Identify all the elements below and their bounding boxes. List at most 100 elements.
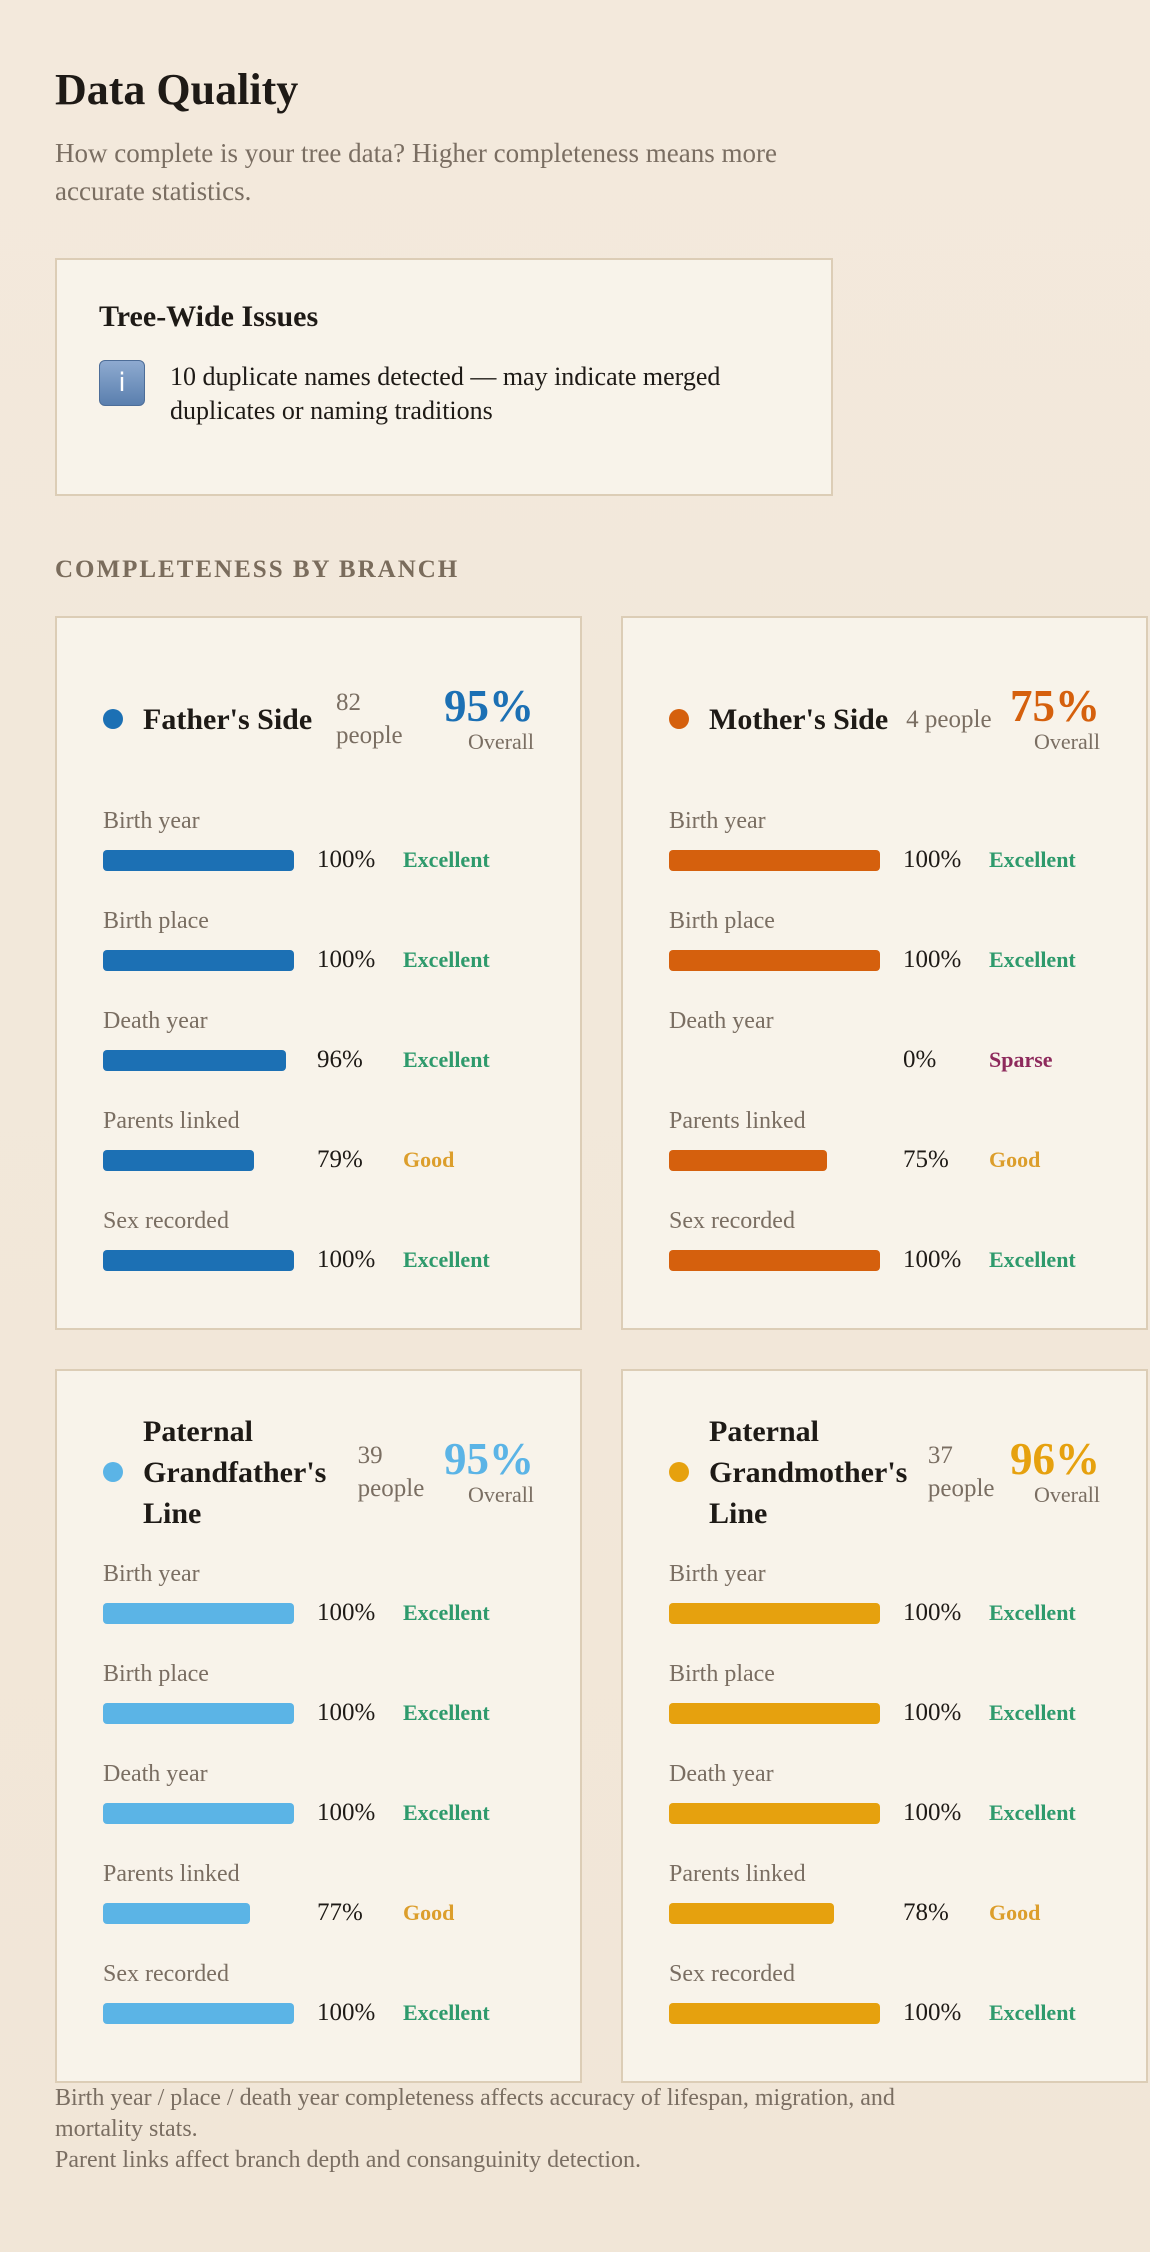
overall: 95% Overall (444, 683, 534, 755)
percent-label: 100% (903, 1246, 962, 1273)
branch-card: Paternal Grandmother's Line 37 people 96% O… (621, 1369, 1148, 2083)
branch-dot (103, 1462, 123, 1482)
completeness-bar (103, 2002, 294, 2024)
field-row: Death year 100% Excellent (669, 1759, 1100, 1831)
bar-track (669, 849, 880, 871)
bar-track (669, 2002, 880, 2024)
bar-track (103, 1802, 294, 1824)
bar-track (103, 1902, 294, 1924)
status-label: Good (989, 1900, 1041, 1925)
overall-percent: 96% (1010, 1434, 1100, 1484)
people-count: 82 people (336, 689, 403, 749)
field-row: Birth place 100% Excellent (103, 1659, 534, 1731)
bar-track (103, 949, 294, 971)
field-label: Sex recorded (103, 1961, 229, 1987)
field-label: Birth place (669, 908, 775, 934)
status-label: Excellent (403, 947, 490, 972)
percent-label: 100% (317, 946, 376, 973)
completeness-bar (103, 849, 294, 871)
branch-card: Father's Side 82 people 95% Overall Birth ye… (55, 616, 582, 1330)
info-icon: i (99, 360, 145, 406)
percent-label: 100% (317, 1799, 376, 1826)
completeness-bar (669, 1249, 880, 1271)
bar-track (103, 1602, 294, 1624)
percent-label: 78% (903, 1899, 949, 1926)
field-label: Birth year (103, 1561, 200, 1587)
completeness-bar (103, 1602, 294, 1624)
overall-percent: 95% (444, 681, 534, 731)
completeness-bar (669, 849, 880, 871)
overall: 95% Overall (444, 1436, 534, 1508)
issues-title: Tree-Wide Issues (99, 300, 319, 333)
branch-name: Father's Side (143, 702, 313, 736)
field-label: Death year (103, 1761, 208, 1787)
field-bar-row: 100% Excellent (103, 1995, 534, 2031)
overall: 96% Overall (1010, 1436, 1100, 1508)
branch-dot (103, 709, 123, 729)
completeness-bar (103, 1902, 251, 1924)
field-label: Parents linked (103, 1108, 240, 1134)
percent-label: 0% (903, 1046, 937, 1073)
field-bar-row: 100% Excellent (103, 1695, 534, 1731)
branch-name: Paternal Grandfather's Line (143, 1414, 327, 1530)
percent-label: 100% (903, 846, 962, 873)
completeness-bar (669, 1802, 880, 1824)
percent-label: 100% (317, 846, 376, 873)
field-row: Birth place 100% Excellent (669, 1659, 1100, 1731)
field-bar-row: 0% Sparse (669, 1042, 1100, 1078)
bar-track (103, 1149, 294, 1171)
field-label: Sex recorded (669, 1961, 795, 1987)
field-row: Parents linked 75% Good (669, 1106, 1100, 1178)
status-label: Excellent (403, 1800, 490, 1825)
completeness-bar (103, 1249, 294, 1271)
field-bar-row: 77% Good (103, 1895, 534, 1931)
field-row: Parents linked 78% Good (669, 1859, 1100, 1931)
branch-dot (669, 1462, 689, 1482)
field-bar-row: 100% Excellent (669, 1595, 1100, 1631)
percent-label: 100% (317, 1999, 376, 2026)
page-subtitle: How complete is your tree data? Higher c… (55, 138, 777, 206)
field-label: Birth year (669, 1561, 766, 1587)
field-label: Birth year (103, 808, 200, 834)
field-bar-row: 100% Excellent (669, 1795, 1100, 1831)
field-row: Birth place 100% Excellent (103, 906, 534, 978)
status-label: Excellent (403, 1247, 490, 1272)
field-row: Birth place 100% Excellent (669, 906, 1100, 978)
field-row: Birth year 100% Excellent (669, 1559, 1100, 1631)
field-label: Parents linked (103, 1861, 240, 1887)
people-count: 39 people (357, 1442, 425, 1502)
branch-name: Paternal Grandmother's Line (709, 1414, 908, 1530)
field-bar-row: 96% Excellent (103, 1042, 534, 1078)
field-label: Death year (669, 1008, 774, 1034)
overall-label: Overall (468, 729, 534, 754)
branch-card: Mother's Side 4 people 75% Overall Birth yea… (621, 616, 1148, 1330)
status-label: Good (403, 1900, 455, 1925)
percent-label: 77% (317, 1899, 363, 1926)
percent-label: 100% (903, 1799, 962, 1826)
bar-track (669, 1050, 880, 1071)
bar-track (103, 1249, 294, 1271)
field-row: Death year 100% Excellent (103, 1759, 534, 1831)
completeness-bar (103, 1702, 294, 1724)
field-row: Birth year 100% Excellent (103, 806, 534, 878)
page-title: Data Quality (55, 65, 299, 114)
status-label: Excellent (989, 847, 1076, 872)
status-label: Excellent (989, 1700, 1076, 1725)
field-label: Birth place (103, 1661, 209, 1687)
field-row: Sex recorded 100% Excellent (103, 1959, 534, 2031)
card-header: Paternal Grandfather's Line 39 people 95% O… (103, 1413, 534, 1531)
field-bar-row: 100% Excellent (103, 1595, 534, 1631)
completeness-bar (669, 2002, 880, 2024)
status-label: Excellent (403, 2000, 490, 2025)
field-bar-row: 100% Excellent (103, 1242, 534, 1278)
percent-label: 96% (317, 1046, 363, 1073)
status-label: Excellent (403, 1700, 490, 1725)
status-label: Excellent (403, 1600, 490, 1625)
field-bar-row: 100% Excellent (669, 842, 1100, 878)
field-bar-row: 79% Good (103, 1142, 534, 1178)
field-label: Birth place (669, 1661, 775, 1687)
percent-label: 100% (903, 1999, 962, 2026)
footer-line: Parent links affect branch depth and con… (55, 2147, 642, 2173)
bar-track (669, 949, 880, 971)
issue-item: i 10 duplicate names detected — may indi… (99, 360, 789, 428)
